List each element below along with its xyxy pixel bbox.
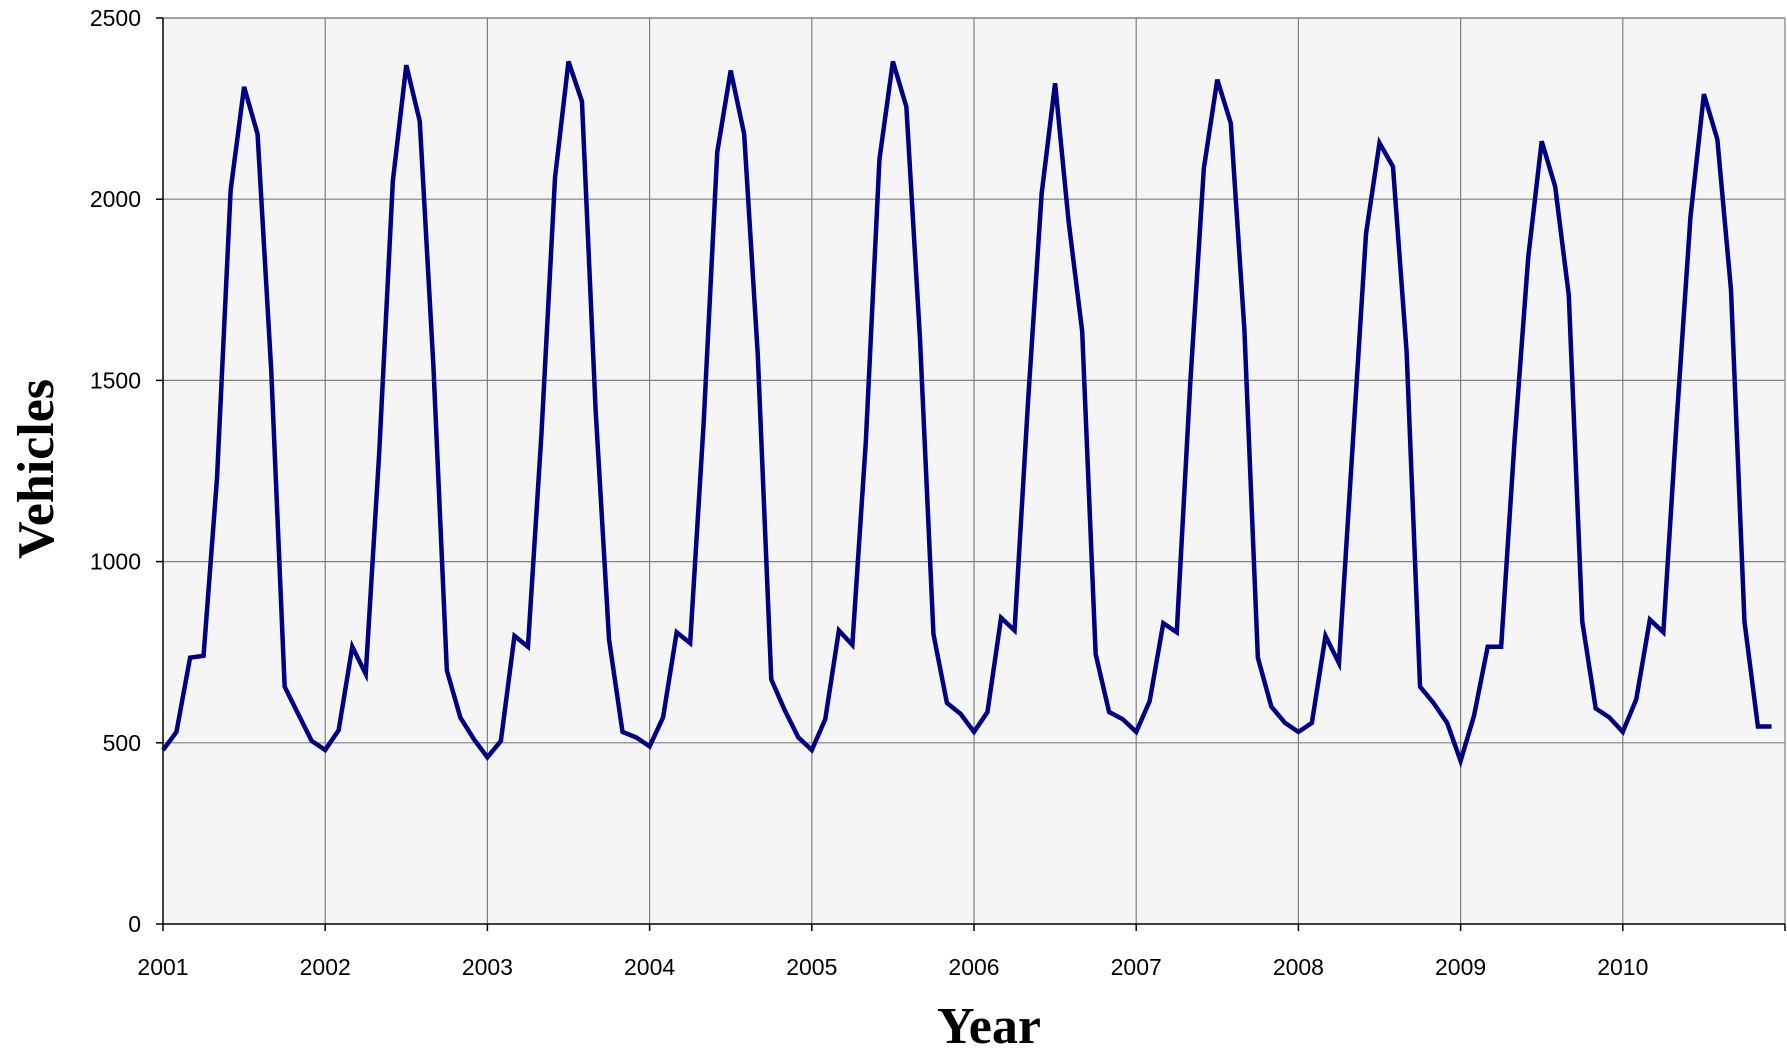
x-tick-label: 2005	[786, 954, 837, 980]
x-tick-label: 2001	[137, 954, 188, 980]
y-tick-label: 0	[128, 911, 141, 937]
y-tick-label: 500	[103, 730, 141, 756]
y-axis-title: Vehicles	[8, 379, 65, 559]
x-tick-label: 2008	[1273, 954, 1324, 980]
vehicles-series-line	[161, 60, 1772, 769]
x-tick-label: 2004	[624, 954, 675, 980]
y-tick-label: 2000	[90, 186, 141, 212]
x-tick-label: 2002	[300, 954, 351, 980]
y-tick-label: 1500	[90, 367, 141, 393]
axes	[156, 17, 1786, 931]
tick-labels: 0 500 1000 1500 2000 2500 2001 2002 2003 2004 2005…	[90, 5, 1649, 980]
y-tick-label: 2500	[90, 5, 141, 31]
x-tick-label: 2010	[1597, 954, 1648, 980]
x-tick-label: 2006	[948, 954, 999, 980]
x-tick-label: 2007	[1111, 954, 1162, 980]
x-axis-title: Year	[937, 998, 1041, 1052]
x-tick-label: 2003	[462, 954, 513, 980]
x-tick-label: 2009	[1435, 954, 1486, 980]
y-tick-label: 1000	[90, 549, 141, 575]
